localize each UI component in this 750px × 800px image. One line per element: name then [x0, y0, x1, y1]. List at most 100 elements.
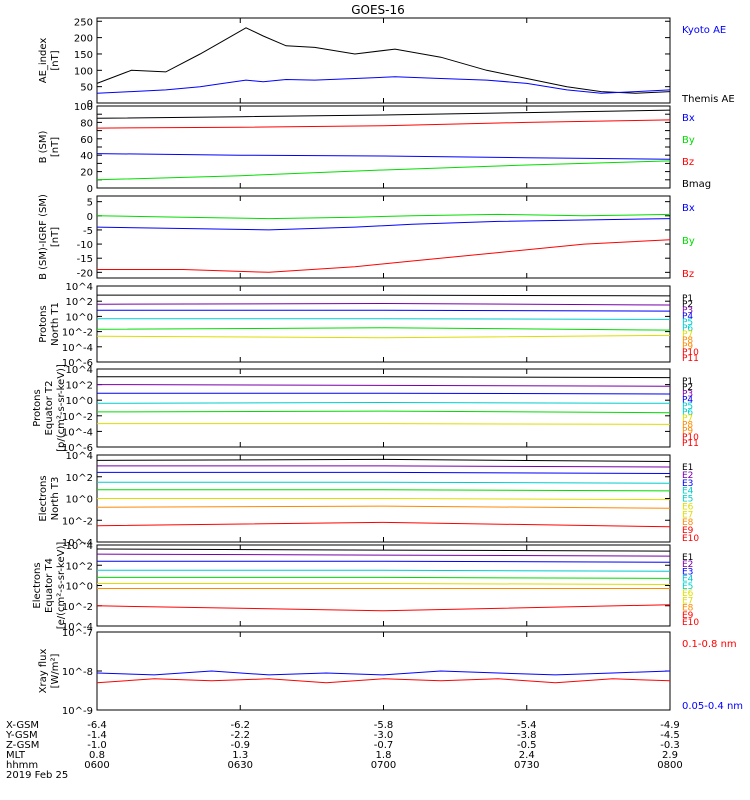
legend-label: P7: [682, 330, 693, 340]
series-line-e4: [97, 481, 671, 484]
series-line-p1: [97, 294, 671, 297]
footer-row-label: X-GSM: [6, 720, 39, 731]
legend-label: P4: [682, 396, 693, 406]
series-line-bx: [96, 153, 671, 160]
y-tick-label: 10^-8: [62, 667, 93, 678]
footer-row-value: 0700: [371, 760, 396, 771]
y-tick-label: 10^4: [66, 365, 93, 376]
y-tick-label: 10^0: [66, 396, 93, 407]
legend-label: E6: [682, 502, 694, 512]
footer-row-value: 0600: [84, 760, 109, 771]
legend-label: E10: [682, 618, 699, 628]
footer-row-value: -0.5: [517, 740, 537, 751]
y-tick-label: 10^-4: [62, 622, 93, 633]
legend-label: P11: [682, 439, 699, 449]
y-tick-label: 10^4: [66, 282, 93, 293]
y-axis-label: Protons: [32, 389, 43, 426]
series-line-0-1-0-8-nm: [96, 678, 671, 684]
legend-label: P3: [682, 306, 693, 316]
series-line-p3: [97, 392, 671, 395]
y-tick-label: 10^-6: [62, 358, 93, 369]
series-line-p5: [96, 327, 671, 331]
series-line-e9: [96, 521, 671, 528]
legend-label: P8: [682, 336, 693, 346]
panel-frame: [96, 285, 671, 363]
legend-label: P2: [682, 383, 693, 393]
series-line-e5: [97, 489, 671, 492]
series-line-by: [96, 213, 671, 220]
y-axis-label: Xray flux: [38, 649, 49, 694]
y-axis-label: [nT]: [50, 50, 61, 70]
series-line-e9: [96, 604, 671, 612]
y-axis-label: North T1: [50, 302, 61, 346]
y-axis-label: [nT]: [50, 137, 61, 157]
footer-row-value: 0.8: [89, 750, 105, 761]
y-tick-label: 50: [80, 83, 93, 94]
legend-label: Themis AE: [681, 94, 735, 105]
series-line-e2: [97, 465, 671, 468]
y-tick-label: 10^0: [66, 582, 93, 593]
series-line-p2: [96, 302, 671, 306]
legend-label: E5: [682, 582, 693, 592]
footer-row-value: -4.5: [660, 730, 680, 741]
legend-label: E6: [682, 589, 694, 599]
y-tick-label: -15: [77, 254, 93, 265]
legend-label: E10: [682, 534, 699, 544]
series-line-e5: [97, 576, 671, 579]
footer-row-value: -5.4: [517, 720, 537, 731]
y-tick-label: 10^-2: [62, 328, 93, 339]
footer-row-label: MLT: [6, 750, 26, 761]
legend-label: E1: [682, 463, 693, 473]
y-tick-label: -5: [83, 226, 93, 237]
legend-label: By: [682, 135, 695, 146]
y-tick-label: 10^-4: [62, 427, 93, 438]
panel-1: 0 50 100 150 200 250 AE_index [nT] Kyoto AE Themi…: [38, 17, 735, 110]
panel-5: 10^4 10^2 10^0 10^-2 10^-4 10^-6 Protons Equato…: [32, 364, 699, 454]
legend-label: By: [682, 236, 695, 247]
legend-label: P1: [682, 377, 693, 387]
legend-label: P6: [682, 408, 693, 418]
legend-label: P3: [682, 389, 693, 399]
y-tick-label: -10: [77, 240, 93, 251]
legend-label: E1: [682, 553, 693, 563]
legend-label: Bx: [682, 203, 695, 214]
legend-label: E9: [682, 611, 694, 621]
plot-title: GOES-16: [351, 3, 405, 17]
footer-row-value: 2.4: [519, 750, 535, 761]
y-axis-label: B (SM): [38, 130, 49, 163]
y-axis-label: Equator T2: [44, 381, 55, 436]
series-line-p7: [97, 423, 671, 425]
y-tick-label: 10^-7: [62, 628, 93, 639]
legend-label: P2: [682, 300, 693, 310]
y-tick-label: 10^-4: [62, 538, 93, 549]
legend-label: Kyoto AE: [682, 25, 726, 36]
legend-label: P10: [682, 433, 699, 443]
footer-row-label: Z-GSM: [6, 740, 39, 751]
panel-6: 10^4 10^2 10^0 10^-2 10^-4 Electrons North T3 E…: [38, 451, 699, 549]
y-axis-label: North T3: [50, 477, 61, 521]
series-line-e1: [96, 548, 671, 552]
legend-label: E8: [682, 604, 694, 614]
legend-label: P10: [682, 348, 699, 358]
y-axis-label: [W/m²]: [50, 653, 61, 688]
y-axis-label: B (SM)-IGRF (SM): [38, 194, 49, 280]
y-tick-label: 0: [87, 99, 93, 110]
panel-3: -20 -15 -10 -5 0 5 B (SM)-IGRF (SM) [nT] Bx By Bz: [38, 194, 695, 280]
footer-row-value: -6.4: [87, 720, 107, 731]
series-line-p2: [96, 384, 671, 387]
footer-row-value: -0.9: [230, 740, 250, 751]
y-tick-label: 10^-6: [62, 443, 93, 454]
footer-row-value: -6.2: [230, 720, 250, 731]
footer-row-value: -1.4: [87, 730, 107, 741]
y-tick-label: 40: [80, 151, 93, 162]
legend-label: E9: [682, 526, 694, 536]
y-axis-label: Electrons: [38, 475, 49, 521]
y-axis-label: [p/(cm²-s-sr-keV)]: [56, 364, 67, 452]
series-line-e7: [96, 505, 671, 509]
legend-label: Bz: [682, 269, 694, 280]
series-line-e2: [96, 553, 671, 557]
legend-label: E3: [682, 479, 693, 489]
y-tick-label: 10^2: [66, 561, 93, 572]
legend-label: Bz: [682, 157, 694, 168]
y-tick-label: 10^-4: [62, 343, 93, 354]
